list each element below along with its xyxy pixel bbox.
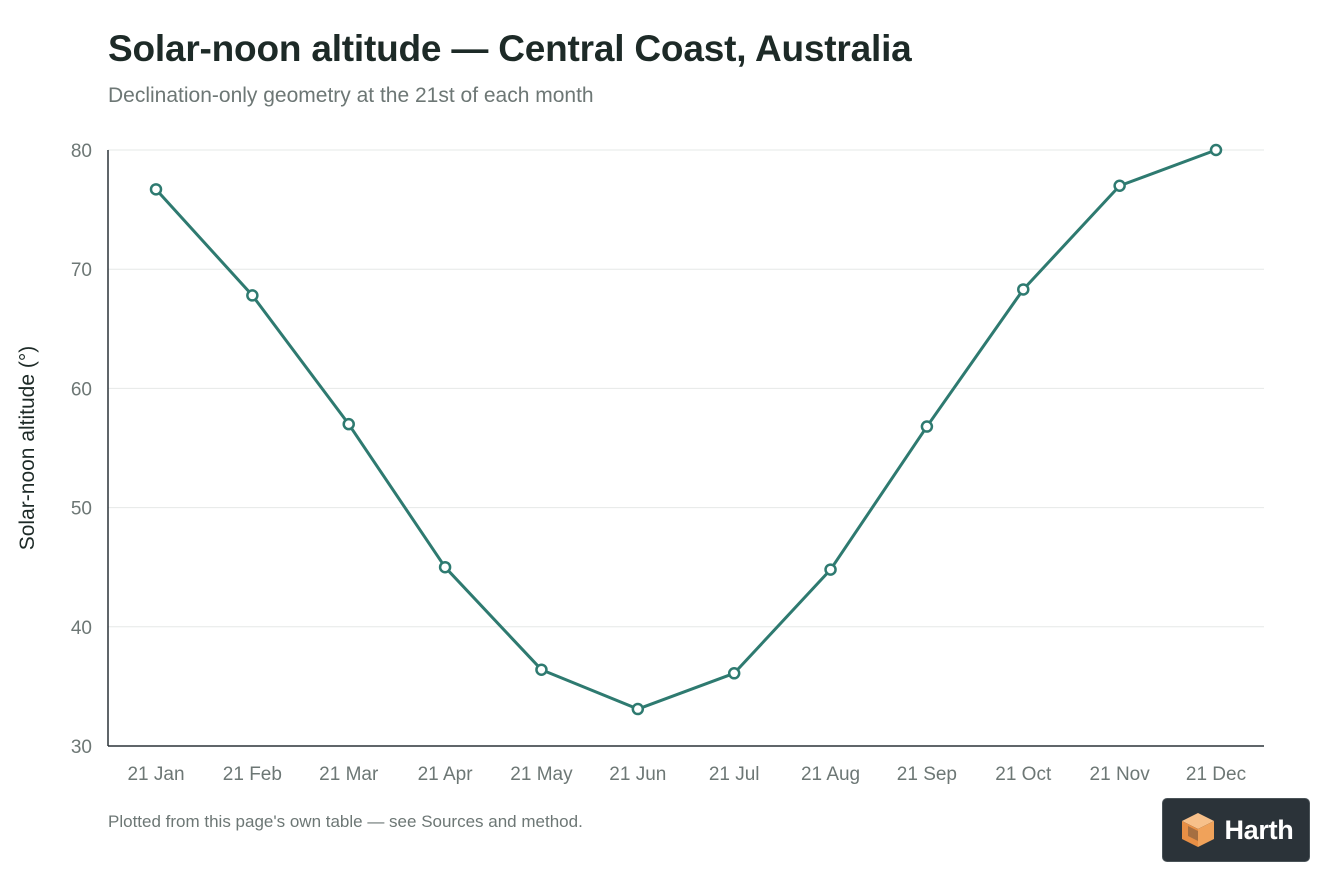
series-line: [154, 148, 1218, 711]
data-point[interactable]: [727, 667, 741, 680]
x-tick-label: 21 Jan: [127, 764, 184, 785]
logo-text: Harth: [1224, 814, 1294, 845]
y-tick-label: 70: [71, 260, 92, 281]
y-tick-label: 80: [71, 141, 92, 162]
data-point[interactable]: [342, 417, 355, 431]
data-point[interactable]: [920, 420, 934, 433]
x-tick-label: 21 Aug: [801, 764, 860, 785]
x-tick-label: 21 Sep: [897, 764, 957, 785]
x-tick-label: 21 Feb: [223, 764, 282, 785]
series-group: [149, 143, 1223, 716]
x-tick-label: 21 Apr: [418, 764, 474, 785]
x-tick-label: 21 Jun: [609, 764, 666, 785]
x-tick-label: 21 Jul: [709, 764, 760, 785]
x-tick-labels: 21 Jan 21 Feb 21 Mar 21 Apr 21 May 21 Jun 21 J…: [127, 764, 1246, 785]
data-point[interactable]: [1113, 179, 1126, 193]
footnote: Plotted from this page's own table — see…: [108, 812, 583, 831]
x-tick-label: 21 Dec: [1186, 764, 1246, 785]
y-tick-labels: 30 40 50 60 70 80: [71, 141, 92, 758]
x-tick-label: 21 Nov: [1090, 764, 1151, 785]
data-point[interactable]: [246, 289, 259, 302]
x-tick-label: 21 Mar: [319, 764, 379, 785]
y-tick-label: 30: [71, 737, 92, 758]
x-tick-label: 21 May: [510, 764, 573, 785]
data-point[interactable]: [438, 560, 452, 574]
cube-icon: [1182, 813, 1215, 847]
data-point[interactable]: [631, 702, 645, 716]
y-axis-label: Solar-noon altitude (°): [16, 346, 39, 551]
data-point[interactable]: [535, 663, 548, 676]
chart-title: Solar-noon altitude — Central Coast, Aus…: [108, 28, 912, 69]
data-point[interactable]: [824, 563, 837, 576]
y-tick-label: 50: [71, 499, 92, 520]
chart-subtitle: Declination-only geometry at the 21st of…: [108, 84, 594, 107]
grid-lines: [108, 149, 1264, 628]
x-tick-label: 21 Oct: [995, 764, 1052, 785]
data-point[interactable]: [1017, 283, 1030, 296]
y-tick-label: 40: [71, 618, 92, 639]
data-point[interactable]: [1209, 143, 1223, 157]
brand-logo[interactable]: Harth: [1162, 798, 1310, 862]
y-tick-label: 60: [71, 379, 92, 400]
data-point[interactable]: [149, 183, 163, 196]
